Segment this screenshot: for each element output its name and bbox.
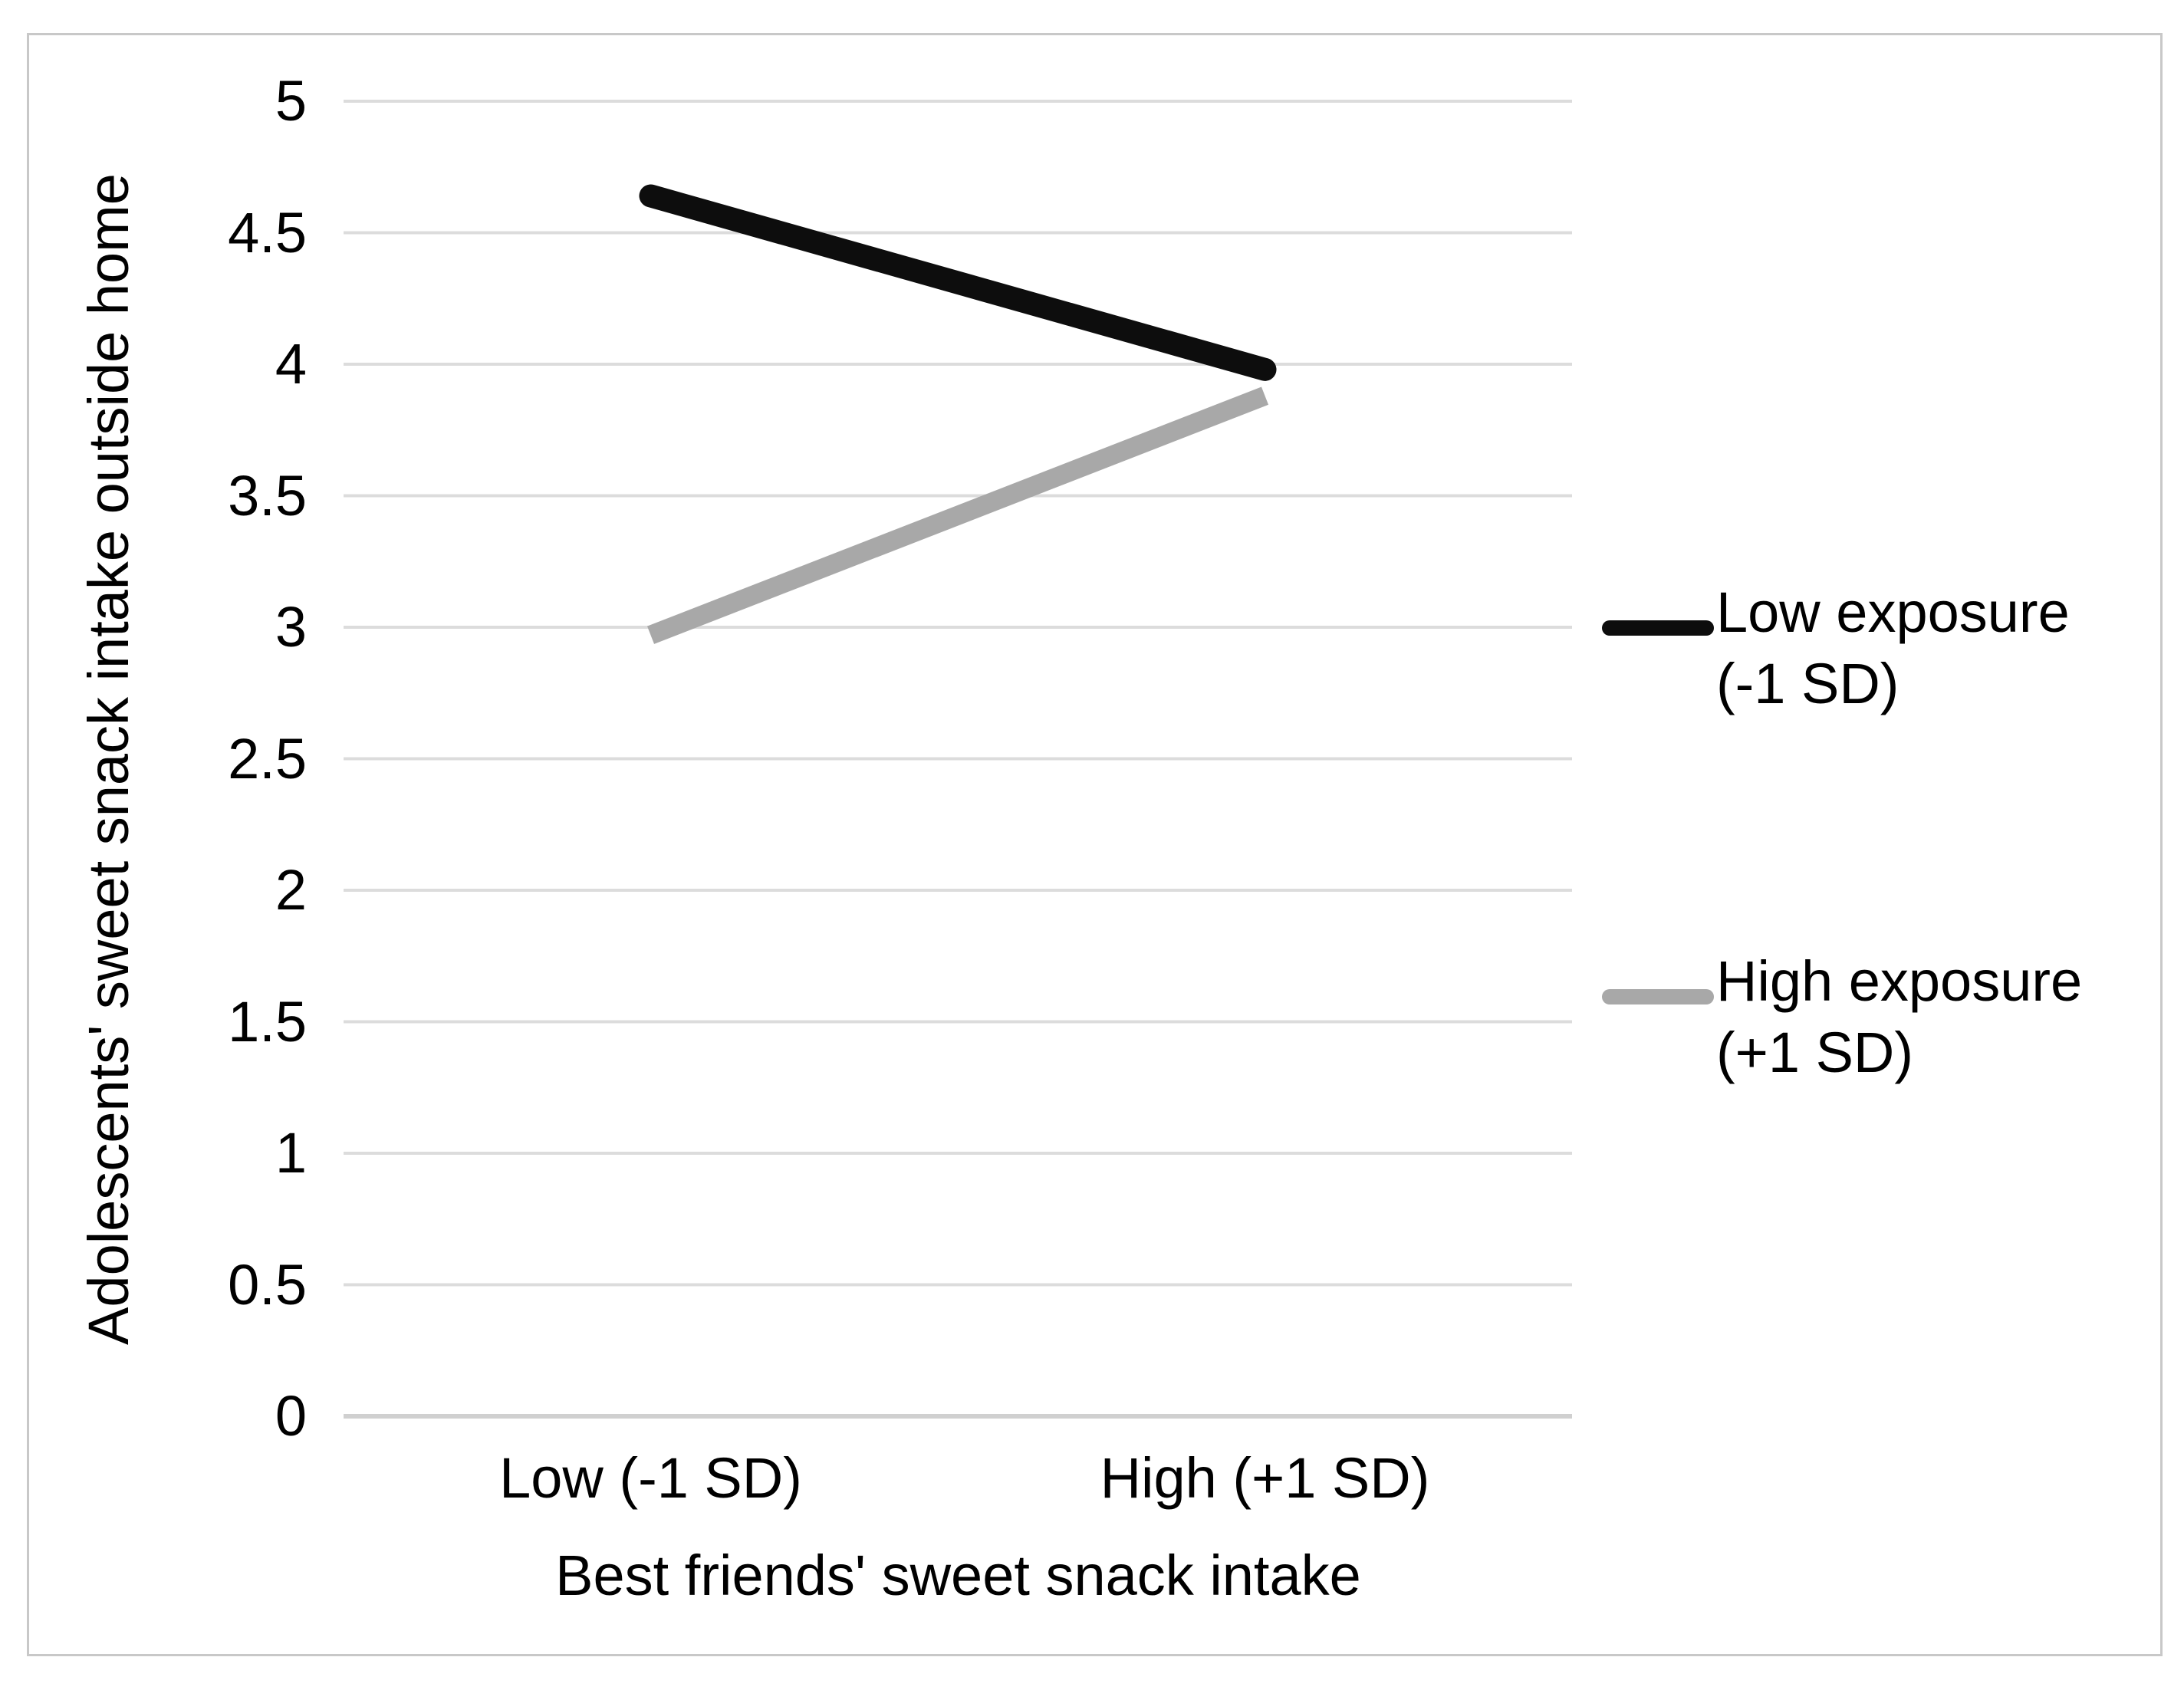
legend-label-low-exposure-1-sd: Low exposure (-1 SD) bbox=[1716, 577, 2070, 719]
legend-label-line: Low exposure bbox=[1716, 580, 2070, 644]
y-tick-label-1-5: 1.5 bbox=[228, 989, 307, 1054]
legend-label-line: (+1 SD) bbox=[1716, 1021, 1914, 1084]
y-tick-label-3: 3 bbox=[275, 595, 307, 659]
y-tick-label-3-5: 3.5 bbox=[228, 463, 307, 528]
series-line-low-exposure-1-sd bbox=[639, 184, 1277, 381]
y-tick-label-0: 0 bbox=[275, 1384, 307, 1448]
legend-label-high-exposure-1-sd: High exposure (+1 SD) bbox=[1716, 945, 2082, 1088]
y-tick-label-2-5: 2.5 bbox=[228, 726, 307, 791]
legend-swatch-low-exposure-1-sd bbox=[1602, 620, 1714, 636]
legend-label-line: High exposure bbox=[1716, 949, 2083, 1013]
x-tick-label-high-1-sd: High (+1 SD) bbox=[1100, 1446, 1430, 1510]
y-tick-label-4: 4 bbox=[275, 332, 307, 396]
y-tick-label-0-5: 0.5 bbox=[228, 1252, 307, 1317]
y-tick-label-5: 5 bbox=[275, 69, 307, 133]
x-axis-title: Best friends' sweet snack intake bbox=[555, 1544, 1361, 1607]
y-tick-label-1: 1 bbox=[275, 1121, 307, 1185]
series-line-high-exposure-1-sd bbox=[646, 386, 1269, 644]
legend-swatch-high-exposure-1-sd bbox=[1602, 989, 1714, 1004]
x-tick-label-low-1-sd: Low (-1 SD) bbox=[499, 1446, 802, 1510]
figure-border bbox=[27, 33, 2163, 1656]
y-tick-label-4-5: 4.5 bbox=[228, 200, 307, 265]
y-tick-label-2: 2 bbox=[275, 858, 307, 922]
legend-label-line: (-1 SD) bbox=[1716, 652, 1899, 715]
